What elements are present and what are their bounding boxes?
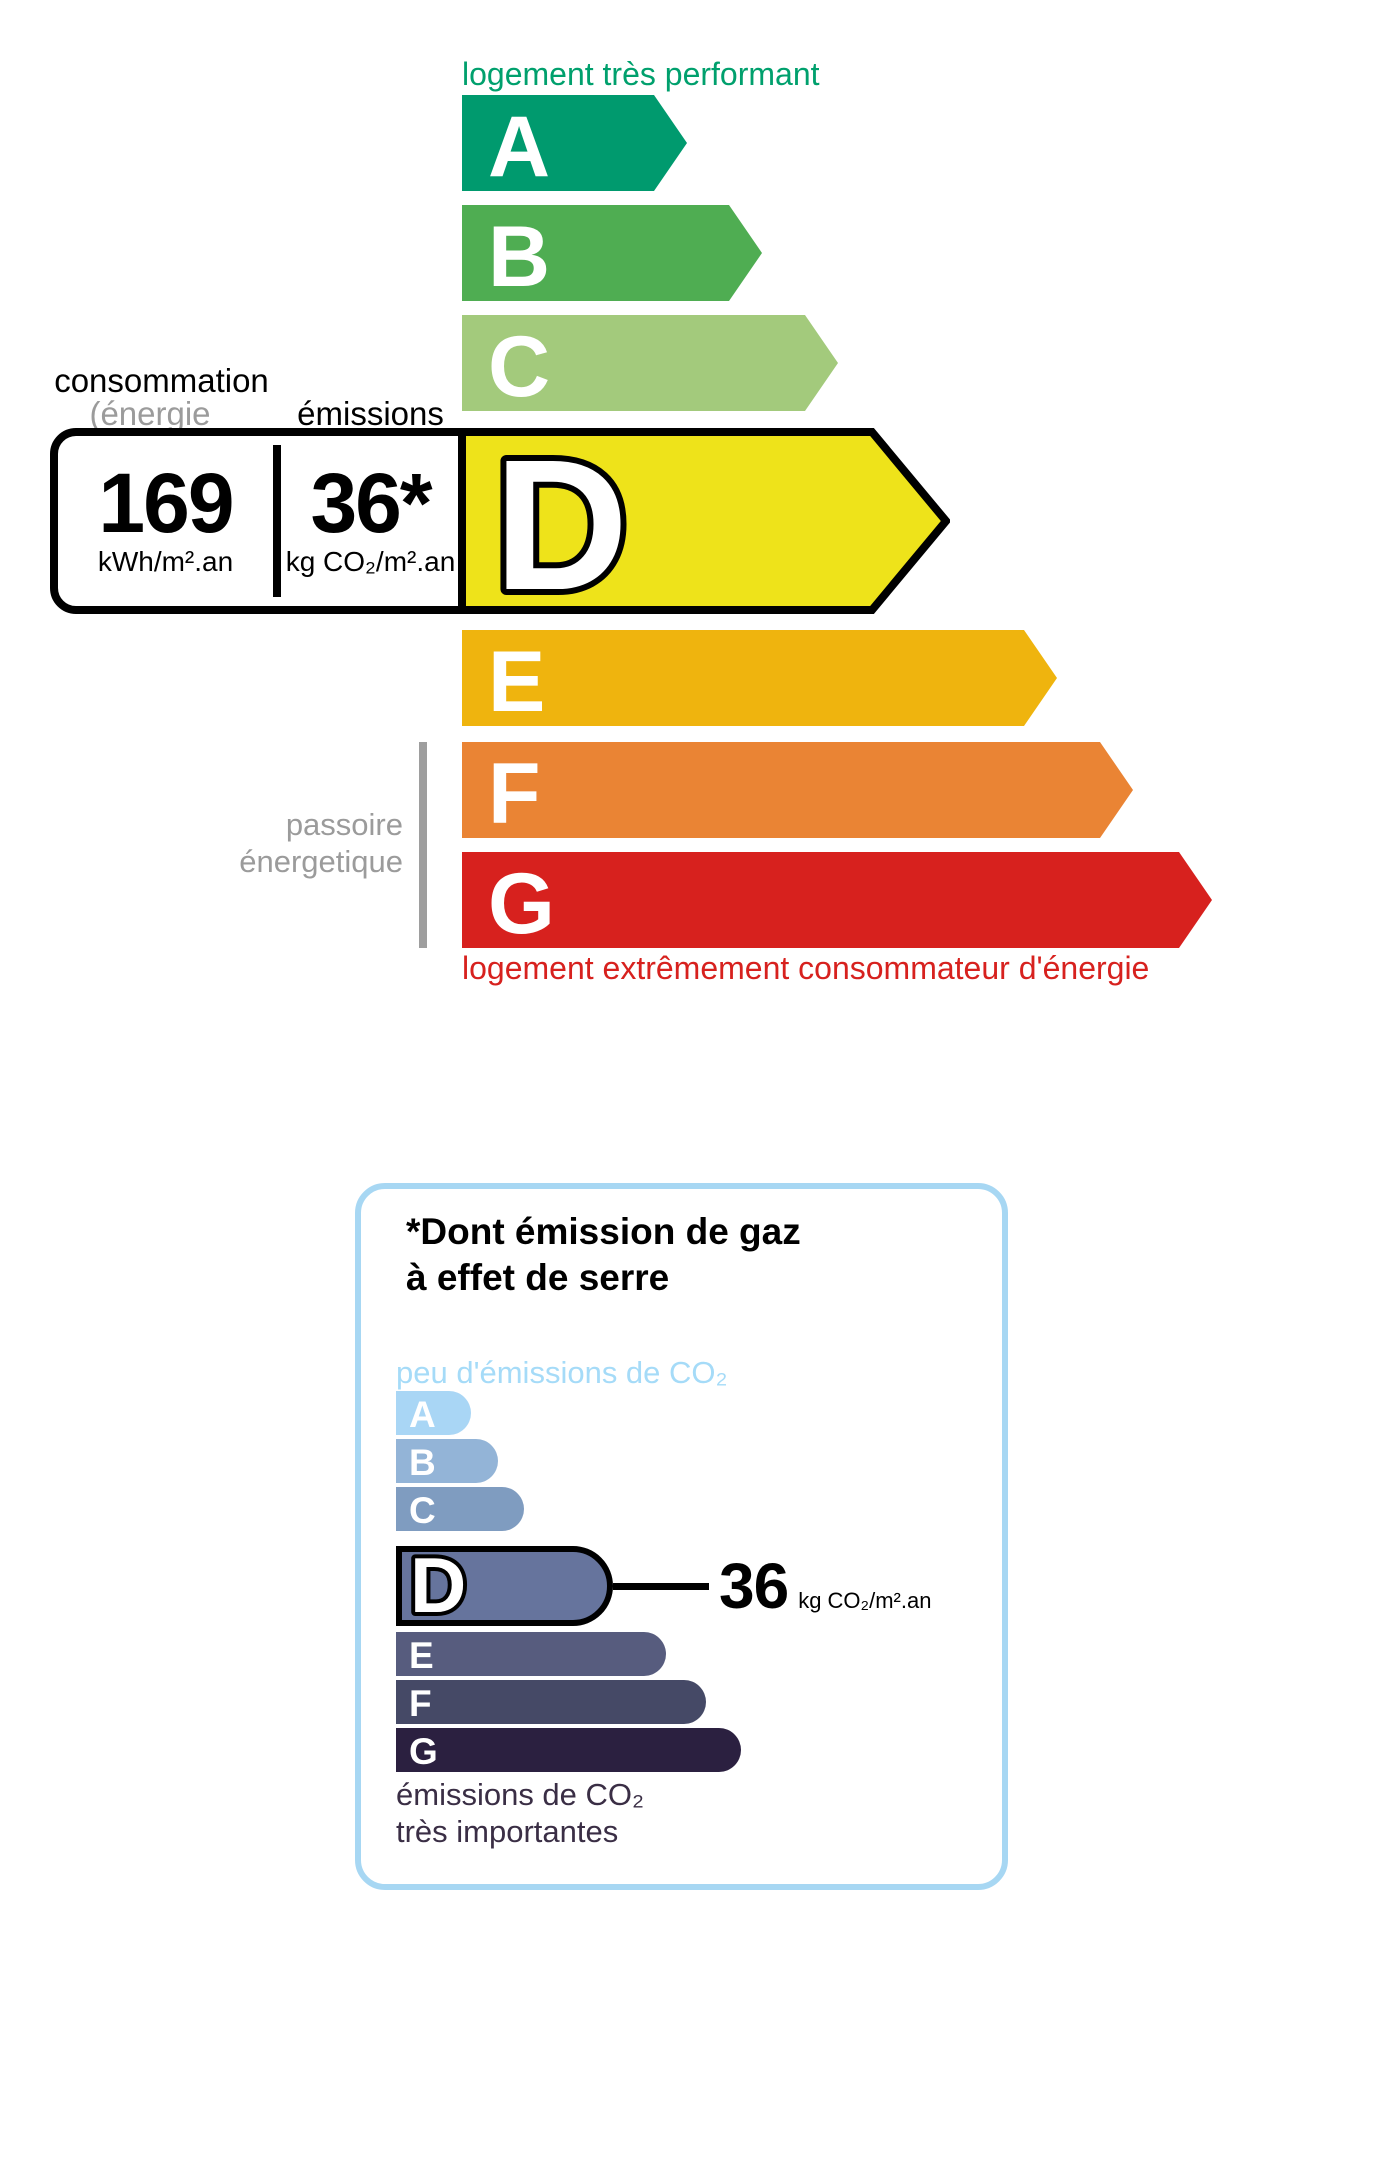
co2-value-text: 36 kg CO₂/m².an [709,1549,931,1623]
energy-class-arrow-f: F [462,742,1133,838]
emissions-value: 36* [310,456,432,551]
energy-class-letter-f: F [488,746,541,842]
energy-class-letter-g: G [488,856,555,952]
co2-low-emissions-caption: peu d'émissions de CO₂ [396,1355,728,1390]
top-performance-caption: logement très performant [462,56,820,92]
energy-class-arrow-d-shape [458,428,950,614]
co2-class-letter-d-svg: D [406,1537,470,1633]
consumption-title: consommation [54,362,269,399]
energy-class-arrow-g: G [462,852,1212,948]
co2-class-bar-c: C [396,1487,524,1531]
co2-class-letter-e: E [409,1635,434,1676]
co2-panel: *Dont émission de gaz à effet de serre p… [355,1183,1008,1890]
energy-sieve-label-line2: énergetique [239,844,403,880]
emissions-unit: kg CO₂/m².an [285,545,456,577]
energy-class-arrow-e: E [462,630,1057,726]
energy-class-arrow-a: A [462,95,687,191]
energy-class-letter-d: D [494,428,628,614]
energy-class-letter-e: E [488,634,546,730]
co2-panel-title: *Dont émission de gaz à effet de serre [406,1209,801,1302]
co2-class-letter-c: C [409,1490,436,1531]
values-box: 169 kWh/m².an 36* kg CO₂/m².an [50,428,468,614]
co2-class-bar-b: B [396,1439,498,1483]
energy-sieve-label: passoire énergetique [150,806,403,880]
co2-class-letter-b: B [409,1442,436,1483]
emissions-title: émissions [297,395,444,432]
co2-class-letter-g: G [409,1731,438,1772]
emissions-cell: 36* kg CO₂/m².an [281,436,460,606]
co2-high-emissions-caption-line1: émissions de CO₂ [396,1777,645,1812]
co2-high-emissions-caption-line2: très importantes [396,1813,619,1849]
high-consumption-caption: logement extrêmement consommateur d'éner… [462,950,1150,986]
co2-value-unit: kg CO₂/m².an [798,1588,932,1613]
co2-class-bar-e: E [396,1632,666,1676]
energy-class-letter-b: B [488,209,551,305]
consumption-unit: kWh/m².an [97,545,234,577]
values-divider [273,445,281,597]
energy-class-arrow-d-current: D [458,428,950,614]
energy-class-arrow-c: C [462,315,838,411]
consumption-cell: 169 kWh/m².an [58,436,273,606]
energy-sieve-bracket [419,742,427,948]
co2-class-letter-f: F [409,1683,432,1724]
co2-value: 36 [719,1550,789,1622]
co2-high-emissions-caption: émissions de CO₂ très importantes [396,1777,644,1850]
energy-sieve-label-line1: passoire [285,807,403,842]
co2-class-bar-g: G [396,1728,741,1772]
co2-class-bar-d-current: D [396,1537,613,1633]
co2-class-letter-a: A [409,1394,436,1435]
energy-class-arrow-b: B [462,205,762,301]
co2-value-callout-line [613,1582,709,1590]
co2-class-letter-d: D [410,1552,466,1620]
co2-panel-title-line1: *Dont émission de gaz [406,1211,801,1252]
consumption-value: 169 [98,456,234,551]
energy-class-letter-a: A [488,99,551,195]
co2-value-callout: 36 kg CO₂/m².an [613,1546,931,1626]
energy-class-letter-c: C [488,319,551,415]
co2-class-bar-f: F [396,1680,706,1724]
co2-panel-title-line2: à effet de serre [406,1257,670,1299]
co2-class-bar-a: A [396,1391,471,1435]
